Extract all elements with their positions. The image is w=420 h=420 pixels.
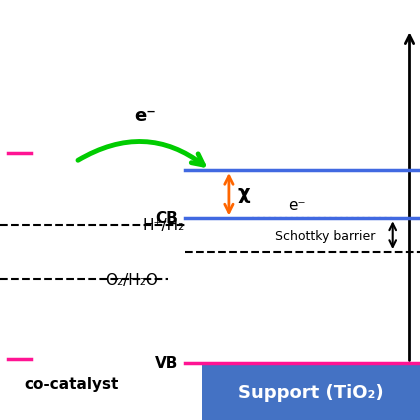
Bar [202,365,420,420]
Text: O₂/H₂O: O₂/H₂O [105,273,158,288]
Text: χ: χ [237,184,250,203]
Text: H⁺/H₂: H⁺/H₂ [143,218,185,233]
Text: Schottky barrier: Schottky barrier [275,230,375,242]
Text: VB: VB [155,356,178,371]
Text: e⁻: e⁻ [134,107,156,124]
Text: Support (TiO₂): Support (TiO₂) [238,384,383,402]
Text: CB: CB [156,211,178,226]
Text: co-catalyst: co-catalyst [24,377,118,392]
Text: e⁻: e⁻ [288,198,305,213]
